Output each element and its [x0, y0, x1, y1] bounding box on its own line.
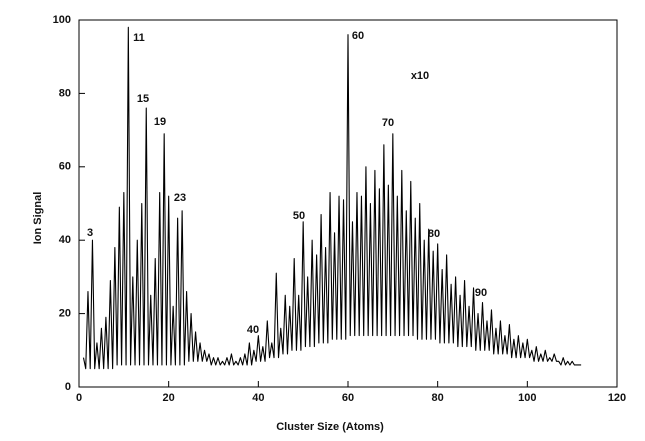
annotation: 40	[247, 324, 259, 336]
annotation: x10	[411, 70, 429, 82]
x-tick-label: 20	[163, 392, 175, 404]
annotation: 80	[428, 228, 440, 240]
spectrum-line	[82, 26, 582, 370]
y-tick-label: 60	[59, 161, 71, 173]
y-tick-label: 100	[53, 14, 71, 26]
annotation: 90	[475, 287, 487, 299]
annotation: 15	[137, 93, 149, 105]
x-tick-label: 100	[518, 392, 536, 404]
annotation: 70	[382, 117, 394, 129]
y-tick-label: 40	[59, 234, 71, 246]
y-tick-label: 0	[65, 381, 71, 393]
annotation: 19	[154, 116, 166, 128]
annotation: 11	[133, 32, 145, 44]
x-tick-label: 80	[432, 392, 444, 404]
x-tick-label: 60	[342, 392, 354, 404]
x-tick-label: 40	[252, 392, 264, 404]
annotation: 23	[174, 192, 186, 204]
annotation: 50	[293, 210, 305, 222]
annotation: 3	[87, 227, 93, 239]
x-tick-label: 120	[608, 392, 626, 404]
annotation: 60	[352, 30, 364, 42]
x-tick-label: 0	[76, 392, 82, 404]
x-axis-label: Cluster Size (Atoms)	[276, 421, 384, 433]
y-tick-label: 20	[59, 308, 71, 320]
y-axis-label: Ion Signal	[32, 192, 44, 245]
y-tick-label: 80	[59, 87, 71, 99]
